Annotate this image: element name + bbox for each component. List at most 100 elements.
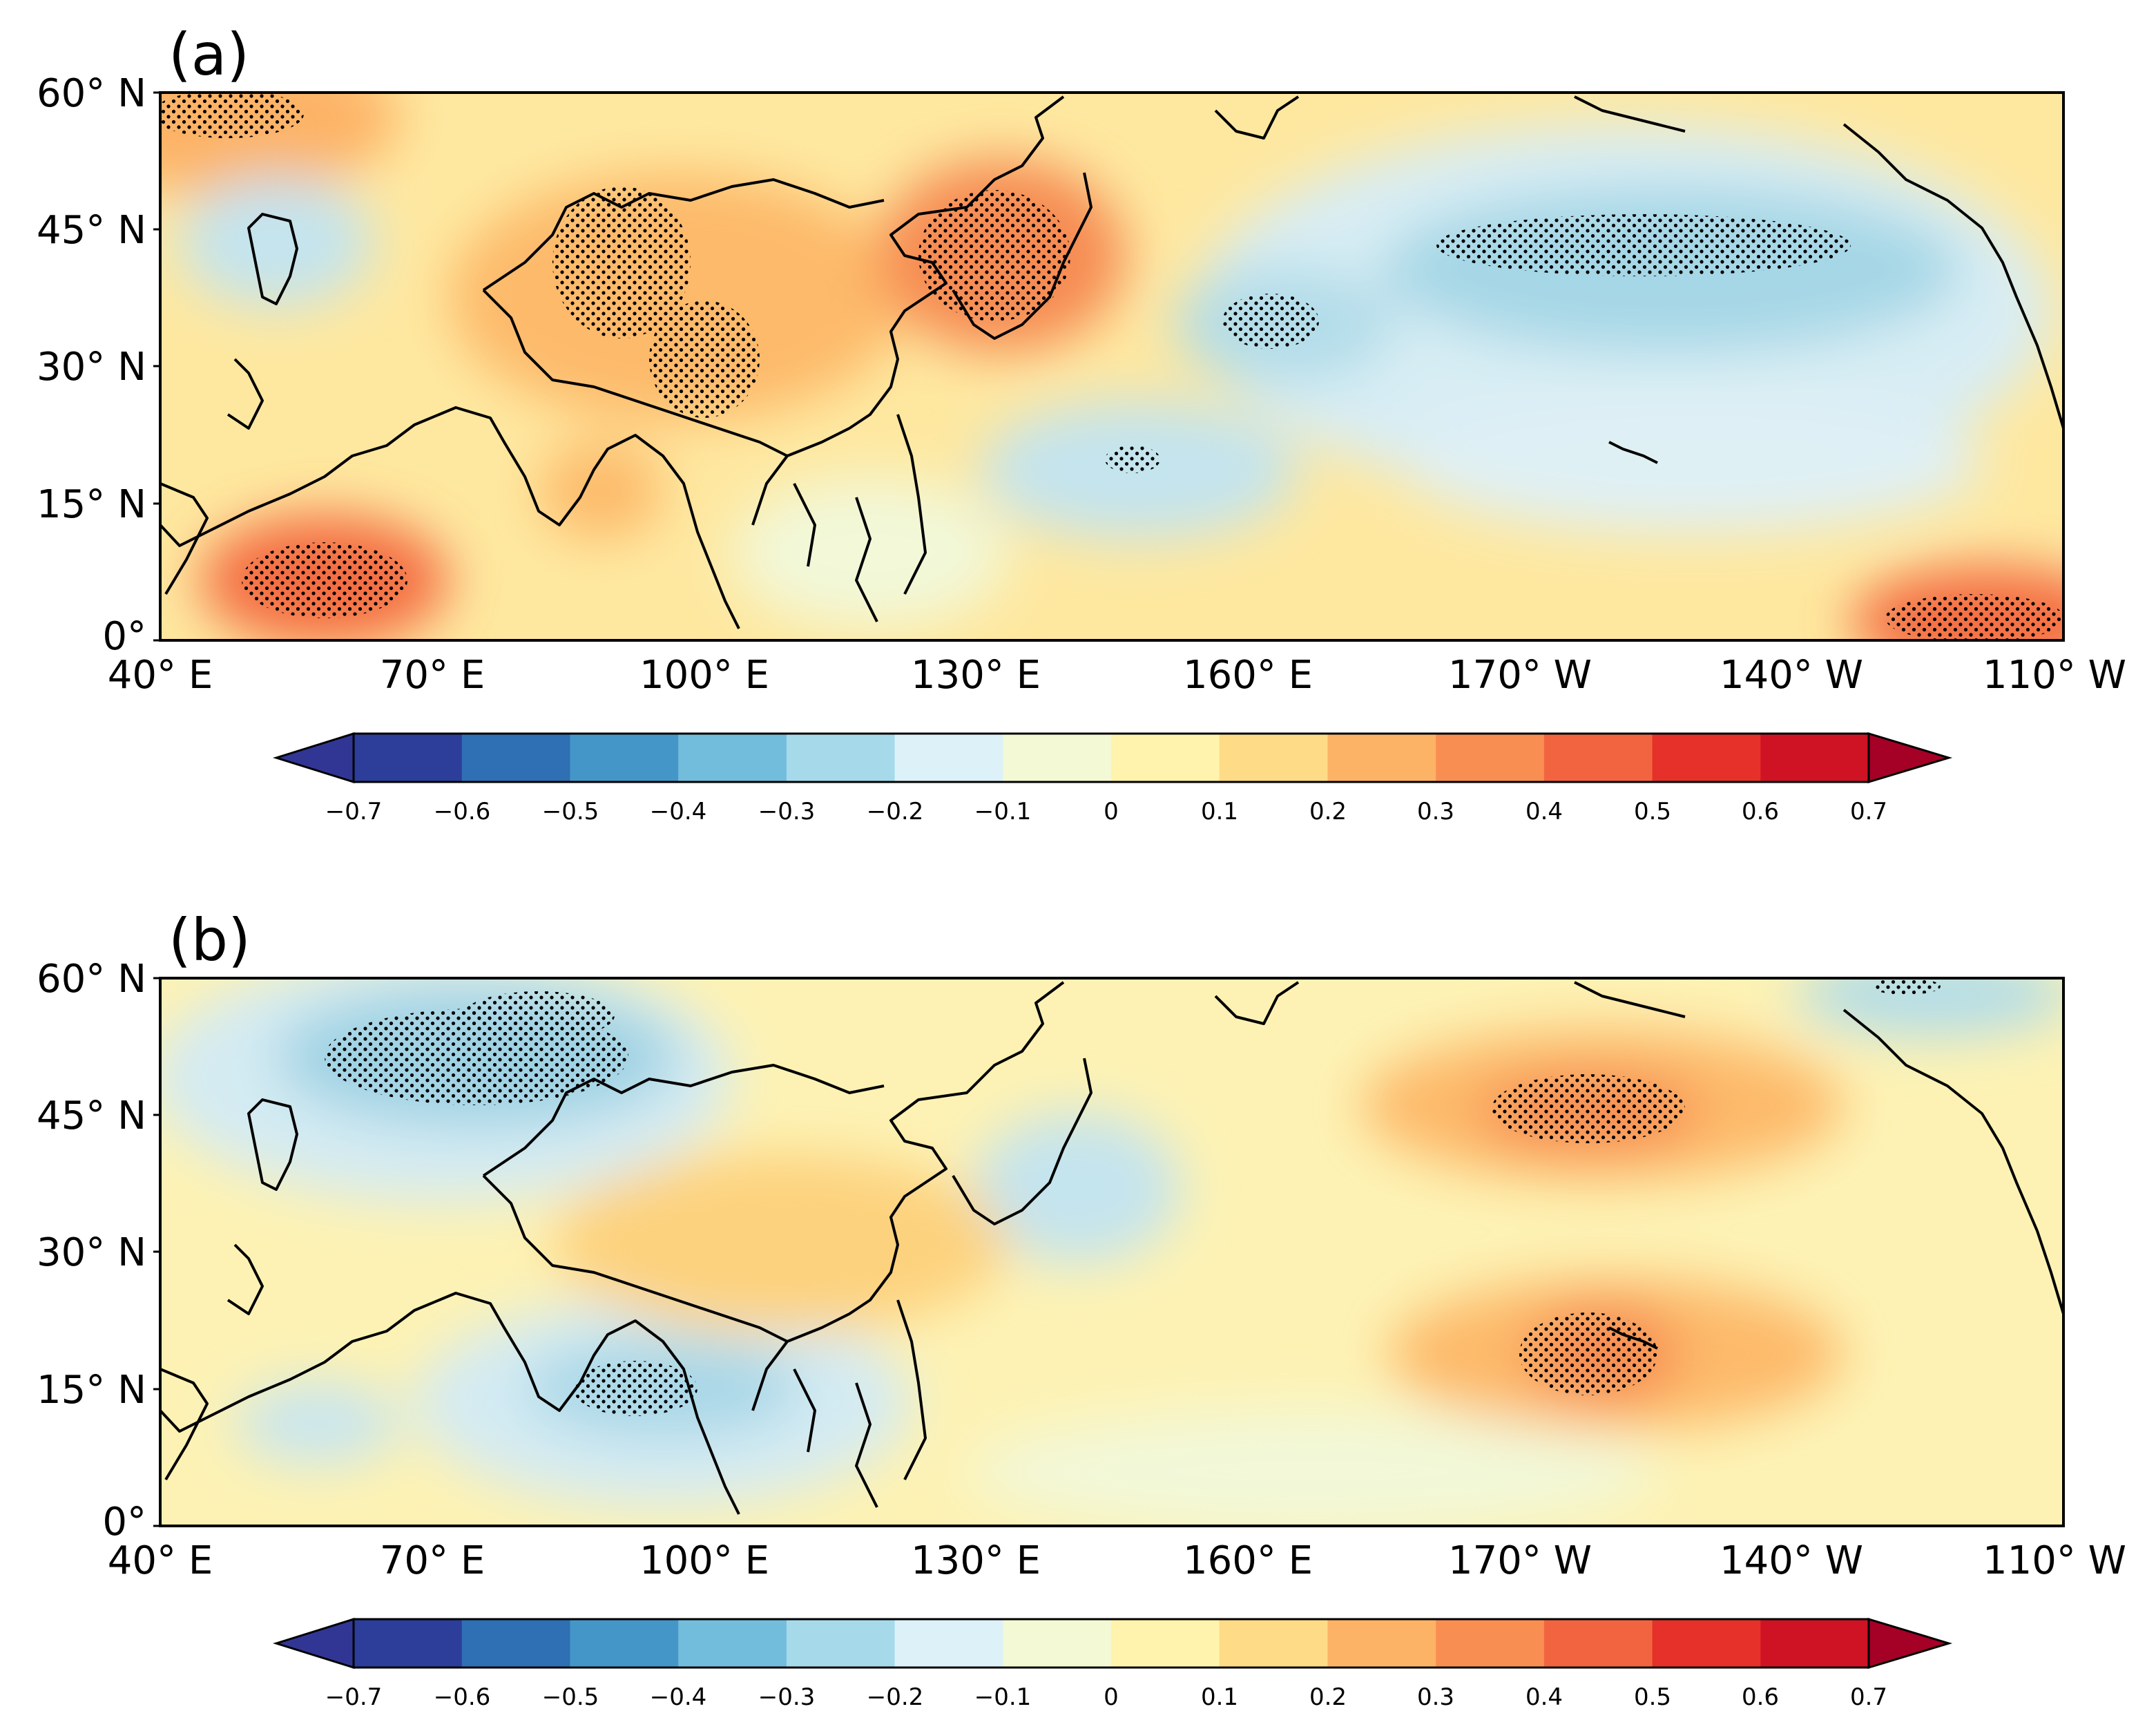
colorbar-tick-label: −0.4 bbox=[650, 798, 707, 825]
colorbar-tick-label: 0.7 bbox=[1850, 1683, 1887, 1711]
colorbar-segment bbox=[678, 734, 787, 782]
panel-a-lon-ticks: 40° E 70° E 100° E 130° E 160° E 170° W … bbox=[108, 653, 2126, 698]
colorbar-tick-label: 0.6 bbox=[1742, 798, 1779, 825]
colorbar-segment bbox=[894, 734, 1003, 782]
lon-tick-label: 160° E bbox=[1183, 1538, 1313, 1583]
lat-tick-label: 30° N bbox=[37, 1230, 146, 1275]
anom-a-bengal bbox=[539, 442, 663, 539]
panel-a-lat-ticks: 60° N 45° N 30° N 15° N 0° bbox=[37, 71, 160, 659]
lon-tick-label: 70° E bbox=[380, 653, 485, 698]
lat-tick-label: 15° N bbox=[37, 1368, 146, 1413]
lat-tick-label: 0° bbox=[102, 614, 146, 659]
colorbar-segment bbox=[1327, 1619, 1436, 1668]
panel-a-field bbox=[160, 93, 2063, 640]
colorbar-a-extend-min bbox=[272, 732, 355, 784]
colorbar-segment bbox=[1111, 1619, 1220, 1668]
colorbar-tick-label: 0 bbox=[1104, 1683, 1119, 1711]
anom-b-japan bbox=[974, 1112, 1181, 1264]
colorbar-a-segments bbox=[354, 734, 1869, 782]
colorbar-tick-label: −0.2 bbox=[867, 1683, 924, 1711]
colorbar-b: −0.7 −0.6 −0.5 −0.4 −0.3 −0.2 −0.1 0 0.1… bbox=[272, 1617, 1953, 1711]
colorbar-segment bbox=[1436, 734, 1545, 782]
lon-tick-label: 140° W bbox=[1720, 653, 1863, 698]
anom-b-alaska bbox=[1796, 978, 2063, 1036]
panel-a: (a) bbox=[37, 21, 2126, 698]
colorbar-b-segments bbox=[354, 1619, 1869, 1668]
colorbar-tick-label: 0.5 bbox=[1634, 798, 1671, 825]
colorbar-segment bbox=[461, 734, 571, 782]
colorbar-segment bbox=[570, 1619, 679, 1668]
colorbar-segment bbox=[786, 1619, 896, 1668]
lon-tick-label: 100° E bbox=[639, 653, 769, 698]
colorbar-tick-label: −0.7 bbox=[325, 1683, 383, 1711]
colorbar-tick-label: 0.3 bbox=[1417, 798, 1454, 825]
lon-tick-label: 140° W bbox=[1720, 1538, 1863, 1583]
lon-tick-label: 130° E bbox=[911, 1538, 1041, 1583]
colorbar-segment bbox=[1543, 1619, 1653, 1668]
panel-b: (b) bbox=[37, 906, 2126, 1583]
colorbar-tick-label: 0.2 bbox=[1309, 1683, 1347, 1711]
colorbar-b-extend-min bbox=[272, 1617, 355, 1670]
colorbar-tick-label: −0.4 bbox=[650, 1683, 707, 1711]
colorbar-tick-label: 0.4 bbox=[1525, 798, 1563, 825]
colorbar-b-labels: −0.7 −0.6 −0.5 −0.4 −0.3 −0.2 −0.1 0 0.1… bbox=[325, 1683, 1887, 1711]
panel-b-label: (b) bbox=[169, 906, 251, 974]
colorbar-segment bbox=[1219, 734, 1329, 782]
anom-b-eqpac bbox=[967, 1409, 1657, 1526]
lon-tick-label: 160° E bbox=[1183, 653, 1313, 698]
colorbar-segment bbox=[1760, 734, 1869, 782]
lat-tick-label: 60° N bbox=[37, 71, 146, 116]
colorbar-tick-label: −0.5 bbox=[542, 1683, 599, 1711]
lon-tick-label: 170° W bbox=[1448, 1538, 1592, 1583]
panel-a-coastlines bbox=[160, 95, 2063, 629]
colorbar-a-extend-max bbox=[1867, 732, 1953, 784]
colorbar-tick-label: −0.6 bbox=[434, 798, 491, 825]
colorbar-segment bbox=[461, 1619, 571, 1668]
colorbar-tick-label: 0.6 bbox=[1742, 1683, 1779, 1711]
lat-tick-label: 60° N bbox=[37, 957, 146, 1002]
lon-tick-label: 100° E bbox=[639, 1538, 769, 1583]
colorbar-tick-label: −0.1 bbox=[974, 1683, 1032, 1711]
colorbar-a: −0.7 −0.6 −0.5 −0.4 −0.3 −0.2 −0.1 0 0.1… bbox=[272, 732, 1953, 825]
colorbar-tick-label: 0 bbox=[1104, 798, 1119, 825]
colorbar-segment bbox=[786, 734, 896, 782]
lon-tick-label: 170° W bbox=[1448, 653, 1592, 698]
anom-a-caspian bbox=[180, 176, 373, 307]
colorbar-segment bbox=[894, 1619, 1003, 1668]
colorbar-segment bbox=[678, 1619, 787, 1668]
lon-tick-label: 110° W bbox=[1983, 653, 2126, 698]
colorbar-b-extend-max bbox=[1867, 1617, 1953, 1670]
colorbar-segment bbox=[1327, 734, 1436, 782]
colorbar-segment bbox=[354, 734, 463, 782]
colorbar-segment bbox=[1003, 1619, 1112, 1668]
colorbar-segment bbox=[1111, 734, 1220, 782]
colorbar-tick-label: 0.4 bbox=[1525, 1683, 1563, 1711]
colorbar-tick-label: 0.5 bbox=[1634, 1683, 1671, 1711]
colorbar-tick-label: 0.1 bbox=[1201, 1683, 1238, 1711]
colorbar-tick-label: −0.5 bbox=[542, 798, 599, 825]
colorbar-tick-label: −0.7 bbox=[325, 798, 383, 825]
panel-a-stippling bbox=[160, 93, 2063, 640]
colorbar-tick-label: 0.3 bbox=[1417, 1683, 1454, 1711]
colorbar-tick-label: −0.2 bbox=[867, 798, 924, 825]
panel-a-label: (a) bbox=[169, 21, 249, 88]
colorbar-tick-label: 0.2 bbox=[1309, 798, 1347, 825]
anom-a-trop-pac bbox=[1402, 394, 1982, 532]
lon-tick-label: 40° E bbox=[108, 1538, 213, 1583]
lon-tick-label: 70° E bbox=[380, 1538, 485, 1583]
colorbar-a-labels: −0.7 −0.6 −0.5 −0.4 −0.3 −0.2 −0.1 0 0.1… bbox=[325, 798, 1887, 825]
colorbar-segment bbox=[1436, 1619, 1545, 1668]
lon-tick-label: 40° E bbox=[108, 653, 213, 698]
colorbar-tick-label: −0.6 bbox=[434, 1683, 491, 1711]
colorbar-tick-label: −0.3 bbox=[758, 798, 816, 825]
lon-tick-label: 110° W bbox=[1983, 1538, 2126, 1583]
colorbar-tick-label: −0.1 bbox=[974, 798, 1032, 825]
lat-tick-label: 0° bbox=[102, 1500, 146, 1545]
colorbar-segment bbox=[1652, 1619, 1761, 1668]
colorbar-tick-label: 0.7 bbox=[1850, 798, 1887, 825]
colorbar-segment bbox=[1003, 734, 1112, 782]
colorbar-segment bbox=[1219, 1619, 1329, 1668]
panel-b-coastlines bbox=[160, 981, 2063, 1515]
colorbar-segment bbox=[354, 1619, 463, 1668]
